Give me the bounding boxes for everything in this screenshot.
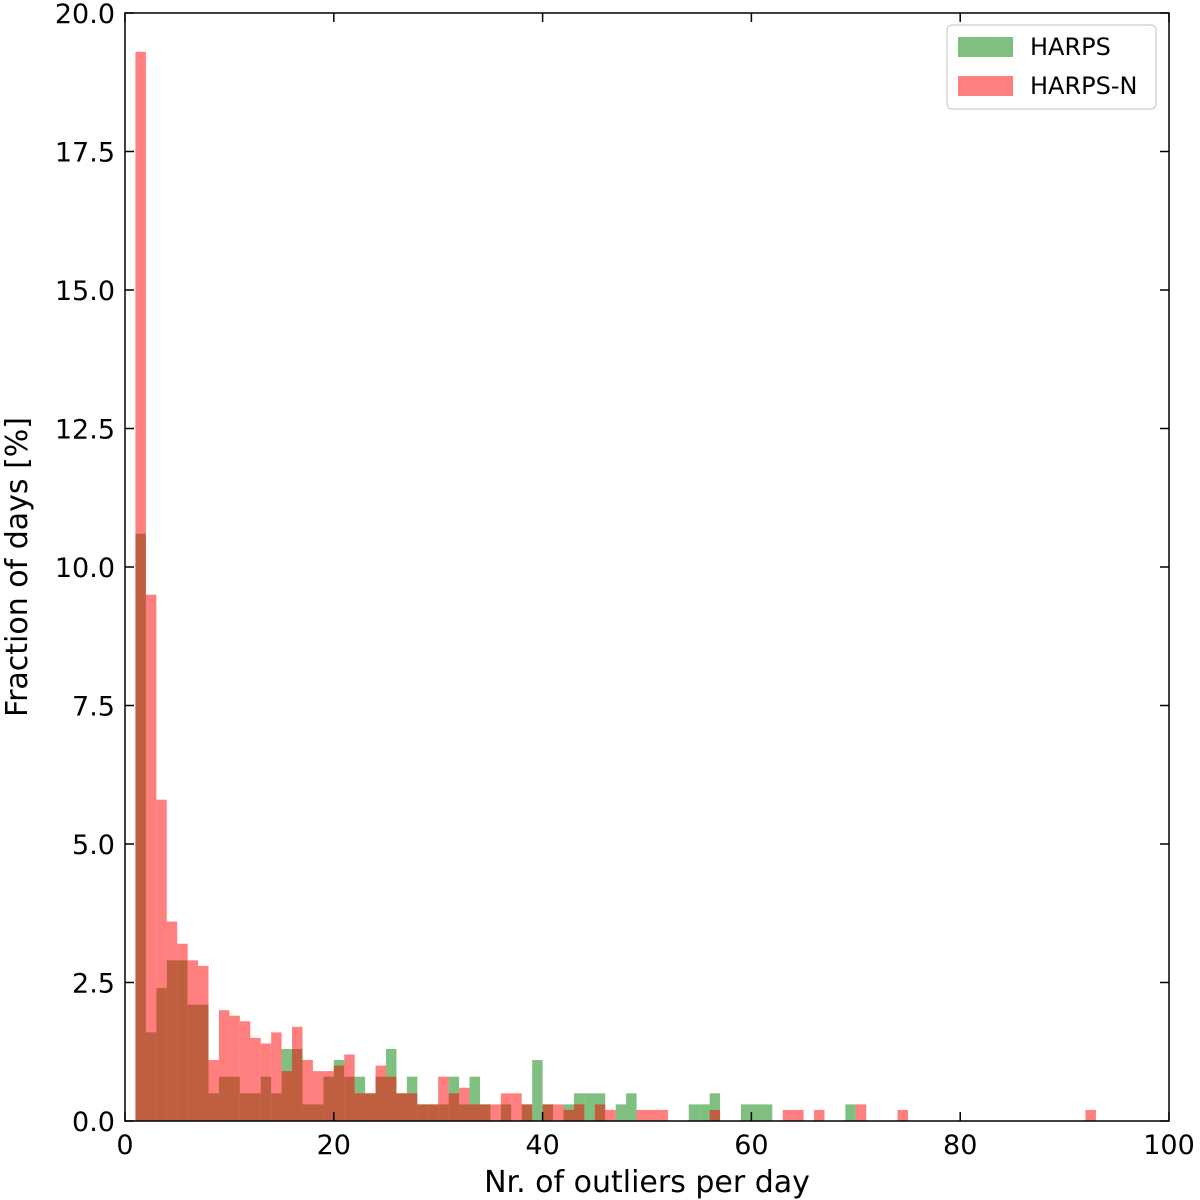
harps-n-bar (479, 1104, 491, 1121)
harps-n-bar (386, 1076, 397, 1121)
harps-n-bar (814, 1109, 825, 1121)
harps-n-bar (354, 1093, 366, 1121)
harps-n-bar (156, 799, 167, 1121)
harps-n-bar (166, 921, 178, 1121)
y-tick-label: 0.0 (72, 1107, 115, 1138)
harps-n-bar (793, 1109, 804, 1121)
harps-bar (845, 1104, 856, 1121)
x-tick-label: 60 (734, 1130, 768, 1161)
y-tick-label: 20.0 (55, 0, 115, 30)
harps-n-bar (500, 1093, 512, 1121)
harps-n-bar (1085, 1109, 1096, 1121)
harps-n-bar (563, 1109, 574, 1121)
harps-n-bar (511, 1093, 522, 1121)
harps-n-bar (250, 1037, 261, 1121)
harps-bar (740, 1104, 752, 1121)
harps-bar (761, 1104, 773, 1121)
harps-bar (615, 1104, 627, 1121)
harps-n-bar (469, 1104, 480, 1121)
y-tick-label: 7.5 (72, 692, 115, 723)
harps-n-bar (312, 1071, 324, 1121)
harps-n-bar (271, 1032, 282, 1121)
harps-bar (751, 1104, 762, 1121)
harps-n-bar (448, 1093, 460, 1121)
x-axis-label: Nr. of outliers per day (484, 1165, 810, 1200)
y-tick-label: 15.0 (55, 276, 115, 307)
harps-bar (532, 1060, 543, 1121)
harps-n-bar (855, 1104, 867, 1121)
y-tick-label: 10.0 (55, 553, 115, 584)
x-tick-label: 100 (1143, 1130, 1195, 1161)
harps-bar (626, 1093, 637, 1121)
harps-n-bar (375, 1065, 386, 1121)
y-tick-label: 17.5 (55, 138, 115, 169)
harps-n-bar (782, 1109, 794, 1121)
harps-n-bar (145, 594, 157, 1121)
harps-n-bar (239, 1021, 251, 1121)
x-tick-label: 80 (943, 1130, 977, 1161)
legend-swatch-harps-n (958, 76, 1013, 96)
x-tick-label: 0 (116, 1130, 133, 1161)
harps-n-bar (187, 960, 199, 1121)
x-tick-label: 40 (525, 1130, 559, 1161)
harps-n-bar (594, 1104, 606, 1121)
harps-n-bar (396, 1093, 407, 1121)
harps-n-bar (897, 1109, 908, 1121)
harps-n-bar (573, 1104, 585, 1121)
harps-bar (688, 1104, 700, 1121)
harps-n-bar (553, 1104, 564, 1121)
harps-n-bar (657, 1109, 668, 1121)
harps-bar (699, 1104, 710, 1121)
harps-bar (709, 1093, 721, 1121)
harps-n-bar (605, 1109, 616, 1121)
y-axis: 0.0 2.5 5.0 7.5 10.0 12.5 15.0 17.5 20.0 (55, 0, 1169, 1138)
harps-n-bar (365, 1093, 376, 1121)
legend-label-harps: HARPS (1030, 33, 1111, 61)
harps-n-series (135, 51, 1096, 1121)
harps-n-bar (218, 1010, 230, 1121)
x-axis: 0 20 40 60 80 100 (116, 13, 1195, 1161)
x-tick-label: 20 (317, 1130, 351, 1161)
harps-n-bar (135, 51, 146, 1121)
harps-n-bar (208, 1060, 219, 1121)
harps-bar (584, 1093, 595, 1121)
harps-n-bar (406, 1093, 418, 1121)
harps-n-bar (198, 965, 209, 1121)
harps-n-bar (521, 1104, 533, 1121)
y-axis-label: Fraction of days [%] (0, 417, 35, 717)
harps-n-bar (333, 1065, 345, 1121)
harps-n-bar (417, 1104, 428, 1121)
legend: HARPS HARPS-N (946, 24, 1157, 110)
harps-n-bar (459, 1087, 470, 1121)
harps-n-bar (281, 1071, 293, 1121)
harps-n-bar (427, 1104, 439, 1121)
y-tick-label: 12.5 (55, 415, 115, 446)
harps-n-bar (260, 1043, 272, 1121)
harps-n-bar (292, 1026, 303, 1121)
harps-n-bar (302, 1060, 313, 1121)
harps-n-bar (177, 943, 188, 1121)
harps-n-bar (709, 1109, 721, 1121)
harps-n-bar (490, 1104, 501, 1121)
y-tick-label: 2.5 (72, 969, 115, 1000)
harps-n-bar (323, 1071, 334, 1121)
legend-swatch-harps (958, 37, 1013, 57)
plot-frame (124, 12, 1170, 1122)
legend-label-harps-n: HARPS-N (1030, 72, 1137, 100)
harps-n-bar (542, 1104, 554, 1121)
y-tick-label: 5.0 (72, 830, 115, 861)
harps-n-bar (229, 1015, 240, 1121)
harps-bar (469, 1076, 480, 1121)
harps-n-bar (438, 1076, 449, 1121)
harps-n-bar (636, 1109, 647, 1121)
harps-n-bar (647, 1109, 658, 1121)
harps-n-bar (344, 1054, 355, 1121)
